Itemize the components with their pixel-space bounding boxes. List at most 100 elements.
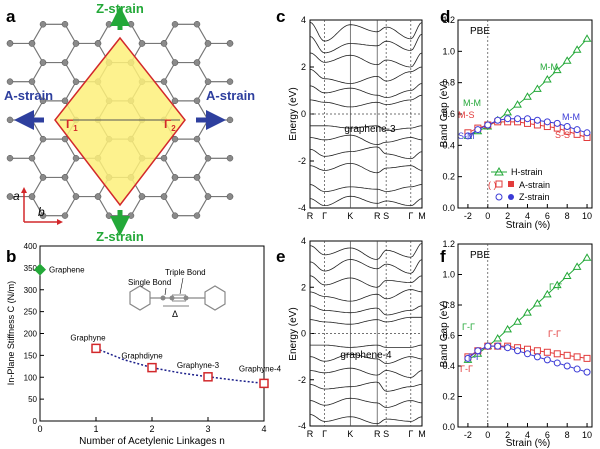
band-line <box>310 344 423 348</box>
legend-paren-a: ( ) <box>488 180 497 190</box>
y-tick-label: 2 <box>301 282 306 292</box>
y-tick-label-b: 100 <box>24 373 38 382</box>
marker-triangle <box>572 262 582 270</box>
panel-letter-d: d <box>440 7 450 26</box>
a-strain-label-right: A-strain <box>206 88 255 103</box>
lattice-atom <box>160 78 168 85</box>
y-tick-label-b: 50 <box>28 395 37 404</box>
lattice-atom <box>39 21 47 28</box>
lattice-atom <box>6 193 14 200</box>
lattice-atom <box>160 193 168 200</box>
inner-label-c: graphene-3 <box>344 124 396 135</box>
lattice-atom <box>226 40 234 47</box>
band-line <box>309 305 423 316</box>
lattice-atom <box>72 155 80 162</box>
lattice-atom <box>193 20 201 28</box>
legend-marker-z-filled <box>508 194 514 200</box>
lattice-atom <box>138 193 146 200</box>
marker-circle <box>543 356 551 364</box>
lattice-atom <box>72 78 80 85</box>
legend-marker-z-open <box>495 193 503 201</box>
lattice-atom <box>226 193 234 200</box>
y-tick-label: 0.6 <box>442 331 455 341</box>
marker-circle <box>504 344 512 352</box>
marker-circle <box>533 353 541 361</box>
x-tick-label: 8 <box>565 211 570 221</box>
lattice-atom <box>28 154 36 162</box>
panel-letter-f: f <box>440 247 446 266</box>
y-axis-label-f: Band Gap (eV) <box>439 301 450 368</box>
annotation-d-5: S-S <box>555 130 570 140</box>
lattice-bond <box>31 158 44 178</box>
lattice-bond <box>196 158 209 178</box>
marker-triangle <box>513 100 522 108</box>
lattice-atom <box>204 40 212 47</box>
k-point-label: S <box>383 429 389 439</box>
band-line <box>309 33 423 54</box>
band-line <box>309 289 423 302</box>
lattice-atom <box>193 135 201 143</box>
marker-circle <box>484 342 492 350</box>
lattice-atom <box>204 155 212 162</box>
annotation-f-4: Γ-Γ <box>460 364 473 374</box>
lattice-atom <box>61 212 69 219</box>
marker-circle <box>514 115 522 123</box>
vector-b-label: b <box>38 205 45 219</box>
lattice-atom <box>61 135 69 143</box>
marker-circle <box>523 115 531 123</box>
annotation-f-3: Γ-Γ <box>468 352 481 362</box>
y-tick-label-b: 350 <box>24 264 38 273</box>
lattice-atom <box>127 212 135 219</box>
lattice-bond <box>64 81 77 102</box>
band-line <box>309 397 423 408</box>
point-stiffness <box>203 372 213 382</box>
x-tick-label: 6 <box>545 430 550 440</box>
marker-triangle <box>562 271 572 280</box>
marker-triangle <box>582 253 592 261</box>
lattice-atom <box>193 174 201 181</box>
k-point-label: R <box>307 429 314 439</box>
lattice-atom <box>6 78 14 85</box>
marker-circle <box>474 126 482 134</box>
marker-square <box>573 353 581 361</box>
lattice-atom <box>72 40 80 47</box>
data-marks-f: -2 0 2 4 6 8 10 0.0 0.2 0.4 0.6 0.8 1.0 1.2 <box>442 239 592 440</box>
marker-triangle <box>552 65 562 74</box>
label-point: Graphyne-3 <box>177 361 220 370</box>
k-point-label: Γ <box>408 211 413 221</box>
z-strain-label-top: Z-strain <box>96 1 144 16</box>
lattice-bond <box>31 62 44 82</box>
panel-a: a Z-strain Z-strain A-strain A-strain Γ1… <box>4 1 255 244</box>
panel-letter-a: a <box>6 7 16 26</box>
lattice-bond <box>196 24 209 44</box>
lattice-atom <box>61 174 69 181</box>
chain-atom <box>183 295 189 301</box>
y-tick-label-b: 250 <box>24 308 38 317</box>
lattice-atom <box>61 20 69 28</box>
marker-circle <box>553 359 561 367</box>
y-tick-label: 4 <box>301 15 306 25</box>
lattice-atom <box>6 116 14 124</box>
lattice-atom <box>39 97 47 105</box>
delta-label: Δ <box>172 309 178 319</box>
x-tick-label: 4 <box>525 430 530 440</box>
panel-letter-b: b <box>6 247 16 266</box>
annotation-d-2: M-S <box>458 110 475 120</box>
chain-atom <box>169 295 175 301</box>
lattice-bond <box>163 81 176 102</box>
marker-circle <box>523 350 531 358</box>
legend-marker-a-open <box>495 180 503 188</box>
lattice-bond <box>196 177 209 197</box>
marker-triangle <box>533 298 542 307</box>
lattice-bond <box>163 158 176 178</box>
lattice-bond <box>31 43 44 63</box>
band-line <box>309 195 423 207</box>
marker-circle <box>514 347 522 355</box>
marker-circle <box>563 123 571 131</box>
y-tick-label: 1.0 <box>442 46 455 56</box>
x-tick-label-b: 1 <box>93 424 98 434</box>
